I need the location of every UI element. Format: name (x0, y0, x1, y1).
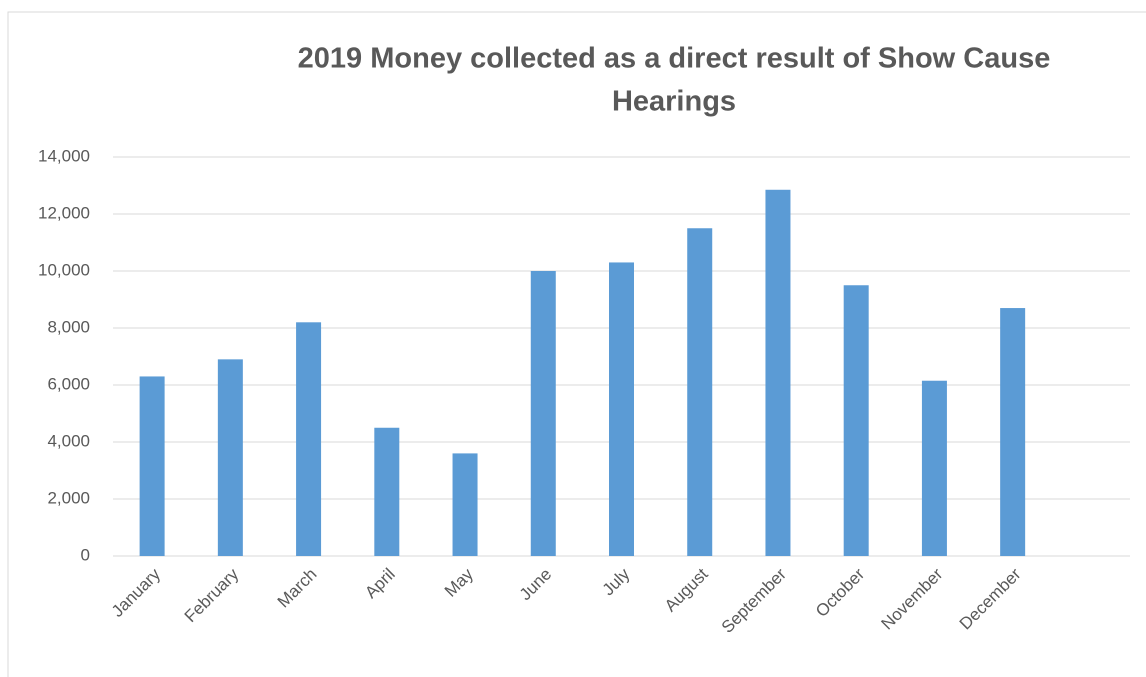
y-tick-label: 6,000 (47, 374, 90, 393)
x-tick-label: February (181, 564, 243, 626)
x-tick-label: September (718, 564, 790, 636)
x-tick-label: June (516, 565, 556, 605)
bar (765, 189, 791, 556)
x-tick-label: April (361, 565, 398, 602)
y-tick-label: 4,000 (47, 431, 90, 450)
bar (921, 380, 947, 556)
x-tick-label: November (878, 564, 947, 633)
y-tick-label: 12,000 (38, 203, 90, 222)
bar (452, 453, 478, 556)
chart-title: Hearings (612, 86, 736, 118)
x-tick-label: January (108, 564, 165, 621)
bar (843, 285, 869, 556)
x-tick-label: May (441, 564, 477, 600)
y-tick-label: 2,000 (47, 488, 90, 507)
bar (217, 359, 243, 556)
bar (296, 322, 322, 556)
x-tick-label: August (661, 564, 712, 615)
x-tick-label: October (812, 564, 868, 620)
bar (1000, 308, 1026, 556)
y-tick-label: 8,000 (47, 317, 90, 336)
y-tick-label: 0 (81, 545, 90, 564)
x-tick-label: December (956, 564, 1025, 633)
y-tick-label: 10,000 (38, 260, 90, 279)
bar (139, 376, 165, 556)
bar (687, 228, 713, 556)
chart-border (7, 11, 1146, 677)
bar (609, 262, 634, 556)
bar (530, 271, 556, 556)
chart-title: 2019 Money collected as a direct result … (298, 43, 1051, 75)
y-tick-label: 14,000 (38, 146, 90, 165)
x-tick-label: July (599, 564, 634, 599)
x-tick-label: March (274, 565, 321, 612)
bar (374, 427, 400, 556)
